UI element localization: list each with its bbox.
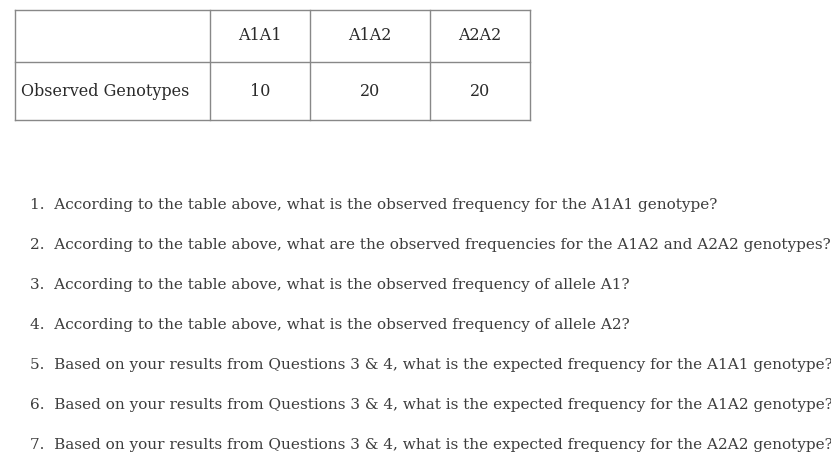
- Text: A1A1: A1A1: [238, 27, 282, 45]
- Text: 6.  Based on your results from Questions 3 & 4, what is the expected frequency f: 6. Based on your results from Questions …: [30, 398, 831, 412]
- Text: 7.  Based on your results from Questions 3 & 4, what is the expected frequency f: 7. Based on your results from Questions …: [30, 438, 831, 452]
- Text: 20: 20: [470, 82, 490, 100]
- Text: A2A2: A2A2: [459, 27, 502, 45]
- Text: 3.  According to the table above, what is the observed frequency of allele A1?: 3. According to the table above, what is…: [30, 278, 630, 292]
- Text: 1.  According to the table above, what is the observed frequency for the A1A1 ge: 1. According to the table above, what is…: [30, 198, 717, 212]
- Text: 4.  According to the table above, what is the observed frequency of allele A2?: 4. According to the table above, what is…: [30, 318, 630, 332]
- Text: 5.  Based on your results from Questions 3 & 4, what is the expected frequency f: 5. Based on your results from Questions …: [30, 358, 831, 372]
- Text: A1A2: A1A2: [348, 27, 391, 45]
- Text: 10: 10: [250, 82, 270, 100]
- Text: Observed Genotypes: Observed Genotypes: [21, 82, 189, 100]
- Text: 20: 20: [360, 82, 380, 100]
- Text: 2.  According to the table above, what are the observed frequencies for the A1A2: 2. According to the table above, what ar…: [30, 238, 831, 252]
